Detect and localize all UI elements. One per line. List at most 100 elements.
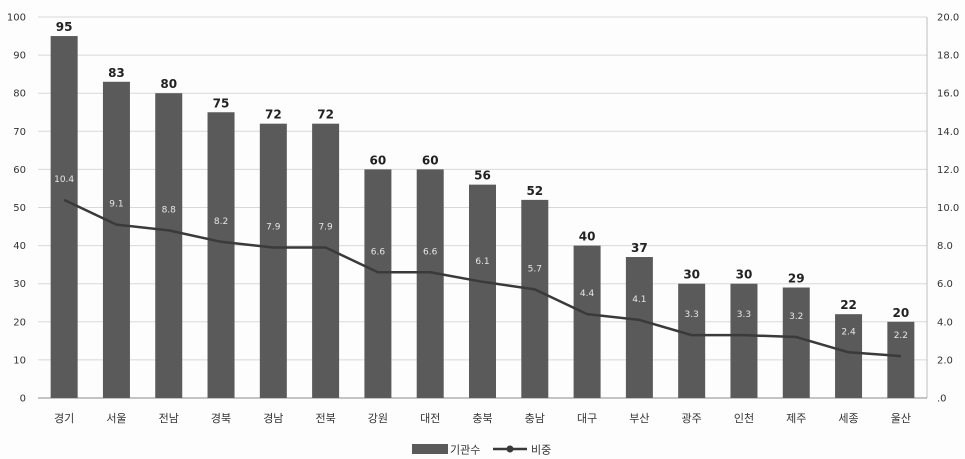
category-label: 인천: [734, 411, 754, 425]
ratio-value-label: 7.9: [266, 223, 281, 233]
category-label: 제주: [786, 412, 806, 425]
left-axis-tick-label: 30: [13, 279, 26, 290]
ratio-value-label: 7.9: [318, 223, 333, 233]
bar-value-label: 22: [840, 298, 857, 312]
bar: [730, 283, 758, 398]
ratio-value-label: 4.1: [632, 295, 646, 305]
bar: [155, 93, 183, 398]
right-axis-tick-label: 10.0: [937, 203, 959, 214]
legend-line-label: 비중: [531, 444, 551, 457]
bar-value-label: 52: [526, 184, 543, 198]
left-axis-tick-label: 80: [13, 89, 26, 100]
category-label: 부산: [629, 412, 649, 425]
bar: [102, 81, 130, 399]
bar: [573, 245, 601, 398]
bar: [207, 112, 235, 398]
bar: [50, 36, 78, 399]
category-label: 서울: [106, 412, 126, 425]
ratio-value-label: 6.6: [423, 247, 438, 257]
bar-value-label: 30: [683, 268, 700, 282]
ratio-line: [63, 198, 901, 358]
category-label: 대구: [577, 412, 597, 425]
bar-value-label: 83: [108, 66, 125, 80]
right-axis-tick-label: 14.0: [937, 127, 959, 138]
legend-bar-label: 기관수: [450, 444, 480, 457]
category-label: 충북: [472, 412, 492, 425]
left-axis-tick-label: 10: [13, 355, 26, 366]
bar-value-label: 75: [213, 96, 230, 110]
ratio-value-label: 3.2: [789, 312, 803, 322]
ratio-value-label: 5.7: [528, 264, 542, 274]
left-axis-tick-label: 20: [13, 317, 26, 328]
ratio-value-label: 6.6: [371, 247, 386, 257]
bar-value-label: 37: [631, 241, 648, 255]
left-axis-ticks: 0 10 20 30 40 50 60 70 80 90 100: [7, 13, 26, 405]
left-axis-tick-label: 0: [20, 394, 26, 405]
category-label: 경북: [211, 412, 231, 425]
bar-value-label: 29: [788, 272, 805, 286]
ratio-value-label: 6.1: [475, 257, 489, 267]
bar-value-labels: 95 83 80 75 72 72 60 60 56 52 40 37 30 30 29 22 20: [56, 20, 909, 320]
bar-value-label: 56: [474, 169, 491, 183]
bar-value-label: 60: [422, 153, 439, 167]
category-label: 경남: [263, 412, 283, 425]
ratio-value-labels: 10.4 9.1 8.8 8.2 7.9 7.9 6.6 6.6 6.1 5.7 4.4 4.1 3.3…: [54, 175, 908, 341]
category-label: 광주: [682, 412, 702, 425]
category-label: 강원: [368, 412, 388, 425]
ratio-value-label: 2.4: [841, 327, 856, 337]
legend-bar-swatch: [412, 444, 448, 454]
left-axis-tick-label: 70: [13, 127, 26, 138]
ratio-value-label: 8.8: [162, 205, 177, 215]
bar-value-label: 60: [370, 153, 387, 167]
category-labels: 경기 서울 전남 경북 경남 전북 강원 대전 충북 충남 대구 부산 광주 인천 제주 세종 울산: [54, 411, 911, 425]
bar-value-label: 72: [265, 108, 282, 122]
bar: [416, 169, 444, 398]
right-axis-tick-label: 6.0: [937, 279, 953, 290]
bar: [835, 314, 863, 398]
bar: [312, 123, 340, 399]
left-axis-tick-label: 60: [13, 165, 26, 176]
category-label: 경기: [54, 412, 74, 425]
bars: [50, 36, 915, 399]
right-axis-tick-label: .0: [937, 394, 947, 405]
ratio-value-label: 2.2: [894, 331, 908, 341]
bar: [678, 283, 706, 398]
bar-value-label: 30: [736, 268, 753, 282]
left-axis-tick-label: 100: [7, 13, 26, 24]
left-axis-tick-label: 40: [13, 241, 26, 252]
ratio-line-series: [63, 198, 901, 358]
category-label: 전북: [315, 412, 335, 425]
category-label: 세종: [838, 412, 858, 425]
category-label: 대전: [420, 412, 440, 425]
category-label: 전남: [159, 412, 179, 425]
bar-value-label: 72: [317, 108, 334, 122]
right-axis-tick-label: 18.0: [937, 51, 959, 62]
ratio-value-label: 10.4: [54, 175, 74, 185]
bar: [521, 199, 549, 398]
bar-value-label: 95: [56, 20, 73, 34]
right-axis-tick-label: 12.0: [937, 165, 959, 176]
legend: 기관수 비중: [412, 444, 551, 457]
right-axis-ticks: .0 2.0 4.0 6.0 8.0 10.0 12.0 14.0 16.0 18.0 20.0: [937, 13, 959, 405]
ratio-value-label: 9.1: [109, 200, 123, 210]
bar-value-label: 40: [579, 230, 596, 244]
ratio-value-label: 8.2: [214, 217, 228, 227]
bar: [364, 169, 392, 398]
category-label: 충남: [525, 412, 545, 425]
bar-value-label: 80: [160, 77, 177, 91]
bar: [259, 123, 287, 399]
bar: [625, 257, 653, 398]
bar-value-label: 20: [893, 306, 910, 320]
right-axis-tick-label: 16.0: [937, 89, 959, 100]
legend-line-marker: [506, 445, 514, 453]
bar: [469, 184, 496, 398]
right-axis-tick-label: 2.0: [937, 355, 953, 366]
ratio-value-label: 3.3: [685, 310, 699, 320]
left-axis-tick-label: 90: [13, 51, 26, 62]
left-axis-tick-label: 50: [13, 203, 26, 214]
right-axis-tick-label: 20.0: [937, 13, 959, 24]
ratio-value-label: 3.3: [737, 310, 751, 320]
bar: [782, 287, 810, 398]
